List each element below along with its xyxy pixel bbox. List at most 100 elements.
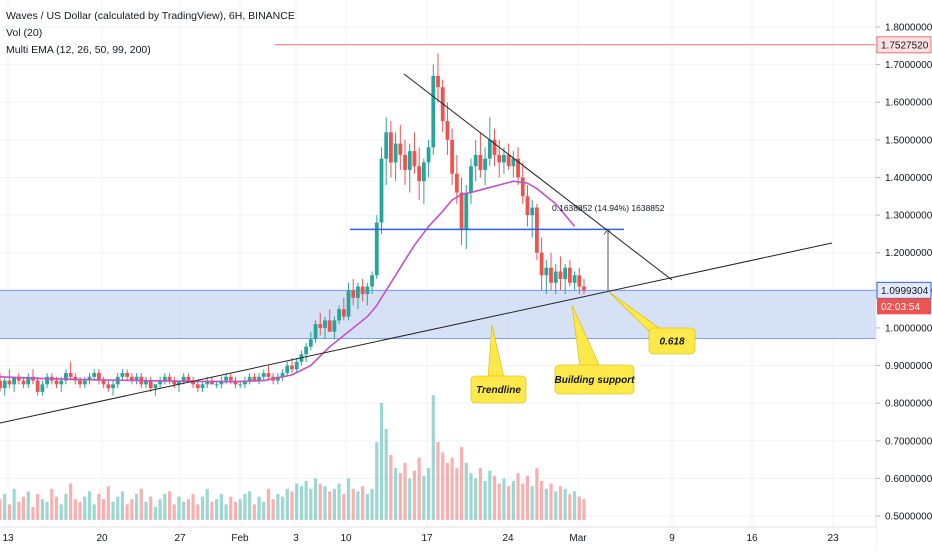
badge-countdown: 02:03:54 — [881, 302, 920, 313]
volume-bar — [469, 473, 473, 520]
volume-bar — [0, 499, 2, 520]
candle-body — [290, 365, 294, 370]
volume-bar — [186, 499, 190, 520]
volume-bar — [295, 483, 299, 520]
volume-bar — [45, 501, 49, 520]
candle-body — [200, 384, 205, 389]
volume-bar — [111, 501, 115, 520]
volume-bars — [0, 395, 586, 520]
candle-body — [64, 373, 68, 381]
x-tick-label: 10 — [340, 533, 352, 544]
candle-body — [129, 376, 134, 381]
candle-body — [219, 380, 224, 385]
candle-body — [228, 376, 233, 381]
candle-body — [403, 154, 407, 170]
volume-bar — [69, 483, 73, 520]
candle-body — [483, 158, 487, 170]
candle-body — [567, 267, 572, 283]
volume-bar — [36, 494, 40, 520]
candle-body — [205, 380, 210, 385]
volume-bar — [219, 494, 223, 520]
volume-bar — [483, 481, 487, 520]
candle-body — [417, 166, 422, 182]
support-zone — [0, 290, 876, 339]
candle-body — [162, 376, 167, 381]
candle-body — [464, 192, 469, 231]
trendline-falling — [403, 73, 673, 281]
callout-building-support: Building support — [554, 304, 635, 395]
candle-body — [558, 271, 563, 280]
candle-body — [365, 286, 370, 295]
candle-body — [35, 380, 40, 392]
candle-body — [243, 380, 247, 385]
candle-body — [356, 286, 360, 298]
volume-bar — [266, 488, 271, 520]
volume-bar — [280, 496, 285, 520]
volume-bar — [412, 470, 417, 520]
volume-bar — [445, 462, 450, 520]
candle-body — [346, 290, 351, 317]
volume-bar — [323, 486, 327, 520]
volume-bar — [375, 442, 379, 520]
candle-body — [191, 380, 195, 385]
volume-bar — [356, 491, 360, 520]
volume-bar — [26, 491, 30, 520]
volume-bar — [455, 468, 459, 520]
candle-body — [436, 75, 440, 88]
badge-resistance-bg — [876, 36, 932, 54]
volume-bar — [167, 491, 172, 520]
volume-bar — [215, 499, 219, 520]
measurement-label: 0.1638852 (14.94%) 1638852 — [552, 203, 665, 213]
volume-bar — [3, 494, 7, 520]
x-tick-label: 16 — [746, 533, 758, 544]
volume-bar — [64, 494, 68, 520]
volume-bar — [507, 486, 511, 520]
volume-bar — [97, 494, 101, 520]
candle-body — [172, 380, 177, 385]
candle-body — [341, 309, 346, 317]
x-tick-label: 24 — [502, 533, 514, 544]
candle-body — [323, 320, 327, 328]
candle-body — [148, 380, 153, 389]
y-tick-label: 0.8000000 — [885, 399, 932, 410]
candle-body — [26, 376, 31, 385]
candle-body — [304, 346, 309, 355]
volume-bar — [144, 501, 148, 520]
candle-body — [210, 380, 214, 385]
candle-body — [16, 376, 21, 381]
volume-bar — [200, 496, 205, 520]
y-tick-label: 1.0000000 — [885, 323, 932, 334]
candle-body — [539, 252, 544, 276]
callout-building-support-box — [554, 364, 635, 395]
candle-body — [111, 384, 115, 389]
volume-bar — [568, 494, 572, 520]
x-tick-label: 13 — [2, 533, 14, 544]
volume-bar — [459, 447, 464, 520]
volume-bar — [276, 494, 280, 520]
chart-title: Waves / US Dollar (calculated by Trading… — [6, 10, 295, 22]
candle-body — [572, 275, 577, 283]
candle-body — [398, 143, 403, 155]
candle-body — [511, 158, 516, 167]
candle-body — [125, 373, 130, 377]
volume-bar — [248, 491, 252, 520]
volume-bar — [290, 491, 294, 520]
volume-bar — [540, 481, 544, 520]
volume-bar — [572, 491, 577, 520]
volume-bar — [436, 442, 440, 520]
volume-bar — [554, 491, 558, 520]
volume-bar — [403, 462, 407, 520]
volume-bar — [441, 452, 445, 520]
volume-bar — [426, 468, 431, 520]
volume-bar — [474, 478, 478, 520]
volume-bar — [450, 457, 454, 520]
candle-body — [445, 121, 450, 140]
volume-bar — [78, 501, 82, 520]
candle-body — [167, 376, 172, 381]
volume-bar — [83, 496, 87, 520]
candle-body — [370, 275, 374, 287]
volume-bar — [582, 499, 586, 520]
volume-bar — [361, 486, 365, 520]
volume-bar — [106, 486, 110, 520]
